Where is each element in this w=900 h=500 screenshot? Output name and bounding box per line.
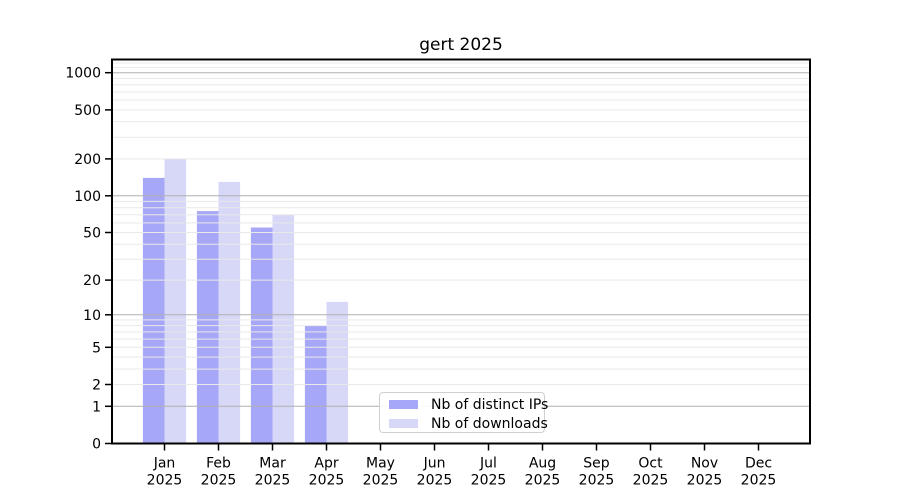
x-tick-label-month: Oct [638, 456, 663, 472]
x-tick-label-year: 2025 [471, 473, 507, 489]
x-tick-label-year: 2025 [201, 473, 237, 489]
bar-mar-downloads [272, 214, 295, 444]
x-tick-label-month: Mar [259, 456, 286, 472]
x-tick-label-year: 2025 [417, 473, 453, 489]
y-tick-label: 100 [74, 189, 101, 205]
legend-swatch-downloads [389, 419, 418, 428]
bar-apr-downloads [326, 301, 349, 444]
x-tick-label-year: 2025 [309, 473, 345, 489]
chart-title: gert 2025 [419, 35, 503, 55]
y-tick-label: 0 [92, 437, 101, 453]
y-tick-label: 500 [74, 103, 101, 119]
legend-label-downloads: Nb of downloads [431, 415, 548, 432]
x-tick-label-month: Feb [206, 456, 231, 472]
bar-feb-downloads [218, 181, 241, 444]
x-tick-label-month: Jul [479, 456, 497, 472]
x-tick-label-month: Jan [153, 456, 176, 472]
x-tick-label-year: 2025 [579, 473, 615, 489]
bar-jan-distinct-ips [142, 177, 165, 444]
x-tick-label-month: Nov [691, 456, 718, 472]
legend-swatch-distinct-ips [389, 400, 418, 409]
x-tick-label-month: Dec [745, 456, 772, 472]
x-tick-label-year: 2025 [687, 473, 723, 489]
x-tick-label-year: 2025 [633, 473, 669, 489]
bar-mar-distinct-ips [250, 227, 273, 444]
x-tick-label-month: Sep [583, 456, 610, 472]
x-tick-label-year: 2025 [525, 473, 561, 489]
legend-item-distinct-ips: Nb of distinct IPs [380, 395, 548, 414]
x-tick-label-year: 2025 [147, 473, 183, 489]
x-tick-label-year: 2025 [363, 473, 399, 489]
x-tick-label-month: Jun [423, 456, 446, 472]
bar-feb-distinct-ips [196, 211, 219, 444]
y-tick-label: 200 [74, 152, 101, 168]
y-tick-label: 5 [92, 340, 101, 356]
legend-label-distinct-ips: Nb of distinct IPs [431, 396, 549, 413]
y-tick-label: 1 [92, 399, 101, 415]
y-tick-label: 1000 [65, 66, 101, 82]
bar-jan-downloads [164, 158, 187, 444]
legend-item-downloads: Nb of downloads [380, 414, 548, 433]
y-tick-label: 2 [92, 378, 101, 394]
x-tick-label-month: Aug [529, 456, 556, 472]
y-tick-label: 10 [83, 308, 101, 324]
x-tick-label-month: Apr [314, 456, 338, 472]
plot-border [111, 58, 811, 445]
x-tick-label-year: 2025 [255, 473, 291, 489]
chart-legend: Nb of distinct IPs Nb of downloads [379, 392, 548, 433]
y-tick-label: 20 [83, 273, 101, 289]
y-tick-label: 50 [83, 226, 101, 242]
x-tick-label-month: May [366, 456, 395, 472]
x-tick-label-year: 2025 [741, 473, 777, 489]
